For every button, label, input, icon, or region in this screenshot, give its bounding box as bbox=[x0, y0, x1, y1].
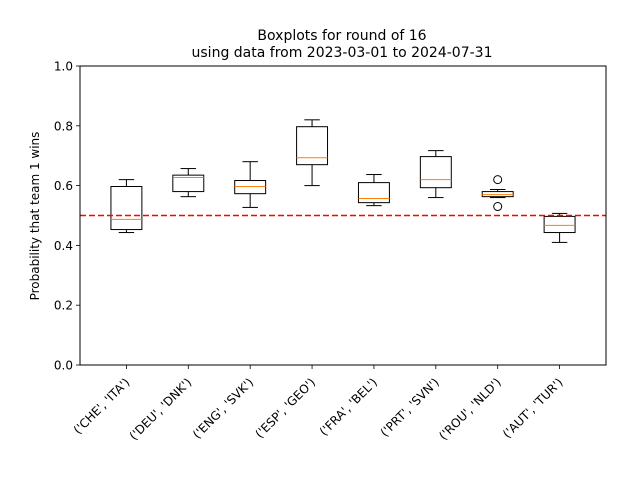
x-tick-label: ('AUT', 'TUR') bbox=[500, 375, 566, 441]
x-tick-label: ('ROU', 'NLD') bbox=[436, 375, 504, 443]
box bbox=[296, 126, 329, 166]
box bbox=[172, 174, 205, 193]
x-tick-label: ('CHE', 'ITA') bbox=[71, 375, 133, 437]
box bbox=[110, 185, 143, 231]
flier-point bbox=[493, 202, 503, 212]
y-tick-label: 0.6 bbox=[54, 179, 73, 193]
chart-title-line-1: Boxplots for round of 16 bbox=[257, 28, 426, 44]
box bbox=[419, 156, 452, 189]
x-tick-label: ('ESP', 'GEO') bbox=[252, 375, 318, 441]
y-tick-label: 0.0 bbox=[54, 359, 73, 373]
box bbox=[357, 182, 390, 204]
y-tick-label: 0.2 bbox=[54, 299, 73, 313]
chart-title-line-2: using data from 2023-03-01 to 2024-07-31 bbox=[192, 45, 493, 61]
box bbox=[234, 180, 267, 195]
y-tick-label: 0.8 bbox=[54, 119, 73, 133]
x-tick-label: ('FRA', 'BEL') bbox=[317, 375, 380, 438]
flier-point bbox=[493, 175, 503, 185]
x-tick-label: ('PRT', 'SVN') bbox=[378, 375, 442, 439]
y-tick-label: 0.4 bbox=[54, 239, 73, 253]
x-tick-label: ('DEU', 'DNK') bbox=[127, 375, 195, 443]
y-tick-label: 1.0 bbox=[54, 60, 73, 74]
plot-area: 0.0 0.2 0.4 0.6 0.8 1.0 ('CHE', 'ITA')('DEU', … bbox=[54, 60, 607, 443]
x-tick-label: ('ENG', 'SVK') bbox=[190, 375, 256, 441]
axes-frame bbox=[79, 65, 607, 366]
y-axis-label: Probability that team 1 wins bbox=[28, 132, 42, 301]
box bbox=[543, 215, 576, 234]
